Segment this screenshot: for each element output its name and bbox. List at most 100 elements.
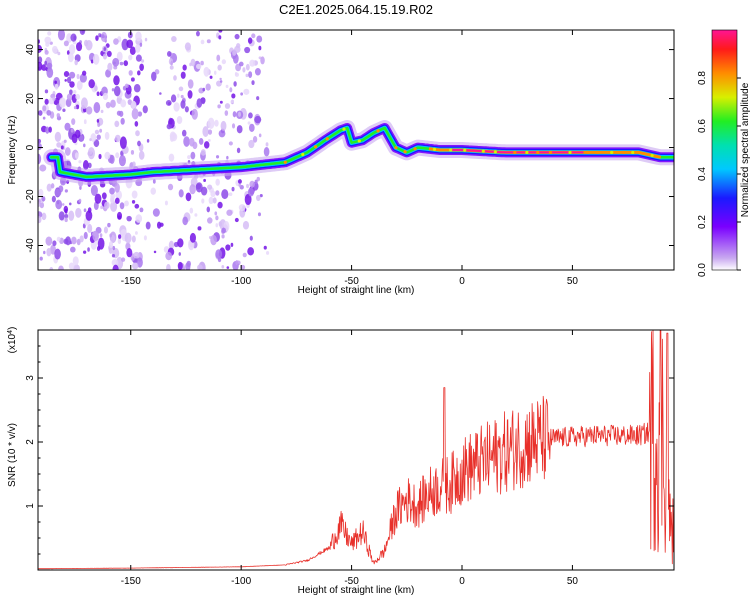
noise-point: [152, 179, 156, 184]
ridge-peak-point: [301, 152, 305, 157]
colorbar-label: Normalized spectral amplitude: [740, 82, 750, 217]
noise-point: [238, 204, 246, 212]
noise-point: [101, 34, 105, 39]
noise-point: [74, 59, 78, 66]
noise-point: [39, 164, 47, 172]
noise-point: [68, 262, 75, 270]
noise-point: [215, 190, 220, 196]
noise-point: [46, 62, 53, 69]
noise-point: [206, 39, 211, 44]
noise-point: [203, 141, 210, 149]
noise-point: [66, 33, 73, 43]
noise-point: [124, 200, 129, 207]
colorbar-tick-label: 0.8: [697, 71, 708, 85]
noise-point: [56, 236, 61, 242]
noise-point: [258, 133, 262, 138]
noise-point: [152, 208, 160, 217]
noise-point: [256, 194, 261, 202]
noise-point: [102, 53, 108, 60]
noise-point: [178, 86, 184, 92]
noise-point: [75, 93, 81, 100]
noise-point: [64, 189, 68, 193]
noise-point: [89, 138, 92, 142]
noise-point: [215, 215, 219, 221]
noise-point: [167, 183, 174, 191]
noise-point: [263, 146, 270, 157]
noise-point: [64, 147, 71, 156]
noise-point: [107, 62, 113, 72]
colorbar-gradient: [711, 29, 738, 271]
noise-point: [228, 192, 233, 197]
noise-point: [248, 71, 253, 78]
noise-point: [81, 70, 87, 76]
noise-point: [97, 237, 105, 250]
ridge-peak-point: [357, 139, 361, 143]
noise-point: [46, 247, 52, 257]
noise-point: [81, 30, 85, 34]
noise-point: [218, 35, 222, 40]
noise-point: [46, 109, 52, 116]
noise-point: [189, 184, 196, 195]
noise-point: [218, 129, 226, 138]
noise-point: [221, 227, 227, 234]
spectrogram-marks: [38, 30, 674, 270]
noise-point: [87, 223, 93, 233]
noise-point: [79, 135, 84, 142]
noise-point: [121, 257, 126, 262]
x-tick-label: -100: [231, 576, 251, 587]
noise-point: [169, 134, 175, 142]
noise-point: [67, 52, 74, 63]
ridge-peak-point: [449, 148, 453, 152]
snr-x-label: Height of straight line (km): [298, 585, 415, 596]
noise-point: [185, 262, 191, 270]
noise-point: [182, 64, 187, 71]
noise-point: [238, 61, 244, 67]
noise-point: [45, 236, 53, 246]
noise-point: [44, 89, 49, 94]
noise-point: [207, 117, 215, 129]
x-tick-label: 50: [567, 276, 579, 287]
noise-point: [115, 152, 120, 159]
noise-point: [110, 200, 118, 212]
noise-point: [226, 266, 230, 269]
snr-y-label: SNR (10 * v/v): [7, 423, 18, 487]
noise-point: [212, 197, 217, 204]
noise-point: [189, 207, 194, 214]
noise-point: [73, 105, 77, 110]
noise-point: [247, 121, 251, 125]
noise-point: [151, 71, 157, 82]
noise-point: [156, 221, 162, 229]
noise-point: [139, 42, 143, 47]
noise-point: [173, 102, 180, 112]
noise-point: [230, 242, 234, 247]
noise-point: [192, 141, 198, 150]
noise-point: [48, 126, 52, 133]
noise-point: [135, 130, 140, 137]
noise-point: [51, 195, 56, 203]
noise-point: [240, 92, 244, 96]
noise-point: [52, 240, 57, 247]
noise-point: [58, 97, 67, 108]
exponent-power: 4: [7, 330, 14, 334]
noise-point: [221, 189, 229, 200]
spectrogram-y-ticks: -40 -20 0 20 40: [25, 44, 674, 253]
noise-point: [109, 195, 115, 204]
noise-point: [228, 141, 233, 146]
noise-point: [168, 153, 175, 162]
noise-point: [116, 51, 123, 62]
y-tick-label: 40: [25, 44, 36, 56]
noise-point: [209, 75, 213, 79]
noise-point: [54, 83, 59, 90]
noise-point: [124, 232, 132, 244]
x-tick-label: -50: [344, 576, 359, 587]
noise-point: [234, 33, 240, 40]
noise-point: [66, 76, 72, 84]
noise-point: [251, 33, 256, 39]
noise-point: [138, 150, 145, 160]
noise-point: [201, 198, 205, 204]
noise-point: [236, 43, 241, 49]
y-tick-label: 1: [25, 503, 36, 509]
noise-point: [87, 247, 90, 252]
noise-point: [68, 71, 76, 79]
noise-point: [100, 109, 104, 114]
